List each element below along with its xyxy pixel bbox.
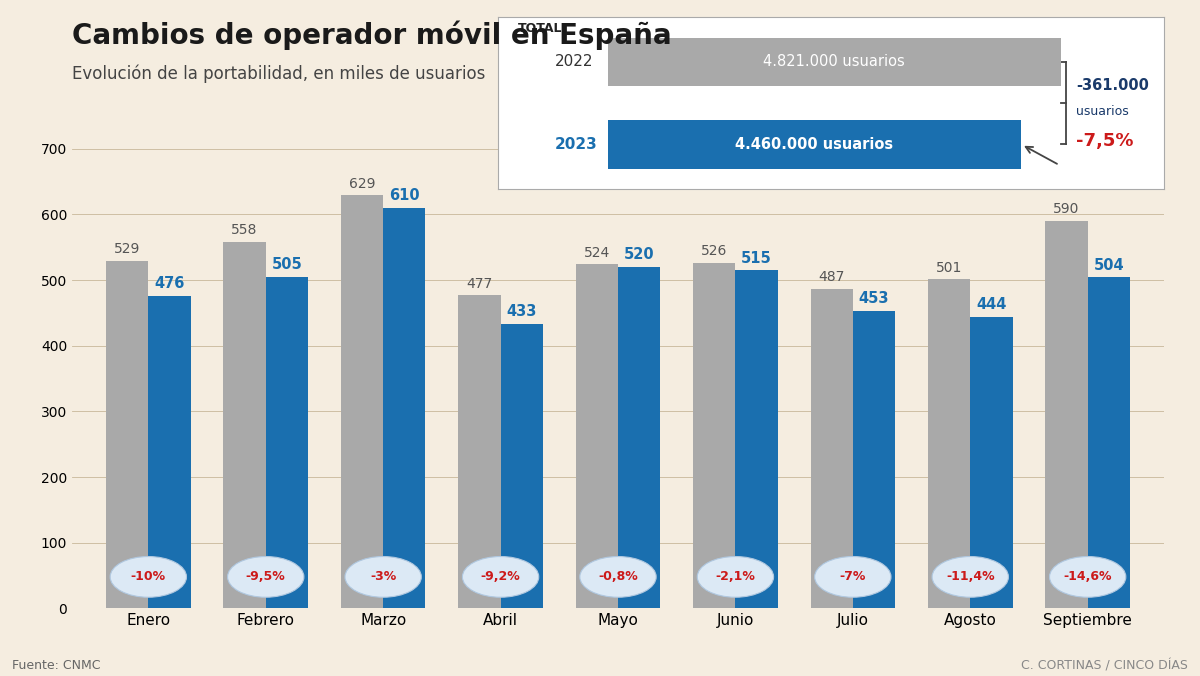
Text: -3%: -3%	[370, 571, 396, 583]
FancyBboxPatch shape	[608, 120, 1021, 168]
Bar	[1087, 277, 1130, 608]
Text: Cambios de operador móvil en España: Cambios de operador móvil en España	[72, 20, 672, 50]
Ellipse shape	[110, 556, 186, 597]
Text: -361.000: -361.000	[1076, 78, 1148, 93]
Text: 453: 453	[859, 291, 889, 306]
Text: -9,5%: -9,5%	[246, 571, 286, 583]
Bar	[928, 279, 971, 608]
Text: 2022: 2022	[554, 54, 593, 69]
Bar	[694, 263, 736, 608]
Text: 433: 433	[506, 304, 536, 320]
Bar	[106, 261, 149, 608]
Bar	[576, 264, 618, 608]
Ellipse shape	[346, 556, 421, 597]
Bar	[500, 324, 542, 608]
Ellipse shape	[228, 556, 304, 597]
Bar	[223, 242, 265, 608]
Text: -7%: -7%	[840, 571, 866, 583]
Text: 515: 515	[742, 251, 772, 266]
Text: 4.821.000 usuarios: 4.821.000 usuarios	[763, 54, 905, 69]
Ellipse shape	[697, 556, 774, 597]
Bar	[1045, 221, 1087, 608]
Text: 629: 629	[349, 176, 376, 191]
Text: 610: 610	[389, 188, 420, 203]
Text: 4.460.000 usuarios: 4.460.000 usuarios	[736, 137, 894, 152]
Bar	[971, 317, 1013, 608]
Bar	[341, 195, 383, 608]
Text: -7,5%: -7,5%	[1076, 132, 1134, 150]
Text: 529: 529	[114, 243, 140, 256]
Text: 526: 526	[701, 245, 727, 258]
Text: -2,1%: -2,1%	[715, 571, 755, 583]
Ellipse shape	[462, 556, 539, 597]
Bar	[458, 295, 500, 608]
Text: -0,8%: -0,8%	[598, 571, 638, 583]
Ellipse shape	[932, 556, 1008, 597]
Text: -14,6%: -14,6%	[1063, 571, 1112, 583]
Text: -11,4%: -11,4%	[946, 571, 995, 583]
Text: -10%: -10%	[131, 571, 166, 583]
Bar	[383, 208, 426, 608]
Bar	[618, 267, 660, 608]
Text: usuarios: usuarios	[1076, 105, 1129, 118]
Ellipse shape	[1050, 556, 1126, 597]
Ellipse shape	[815, 556, 890, 597]
Text: 590: 590	[1054, 202, 1080, 216]
Bar	[265, 276, 308, 608]
Bar	[853, 311, 895, 608]
Ellipse shape	[580, 556, 656, 597]
Text: TOTAL: TOTAL	[518, 22, 563, 35]
Text: -9,2%: -9,2%	[481, 571, 521, 583]
Bar	[810, 289, 853, 608]
Bar	[149, 296, 191, 608]
Text: Evolución de la portabilidad, en miles de usuarios: Evolución de la portabilidad, en miles d…	[72, 64, 485, 82]
Text: Fuente: CNMC: Fuente: CNMC	[12, 659, 101, 672]
Text: 558: 558	[232, 223, 258, 237]
Text: 505: 505	[271, 257, 302, 272]
Text: 2023: 2023	[554, 137, 598, 152]
Text: 520: 520	[624, 247, 654, 262]
Text: 477: 477	[467, 276, 492, 291]
Text: 504: 504	[1093, 258, 1124, 273]
Text: 444: 444	[977, 297, 1007, 312]
Bar	[736, 270, 778, 608]
Text: 476: 476	[155, 276, 185, 291]
Text: C. CORTINAS / CINCO DÍAS: C. CORTINAS / CINCO DÍAS	[1021, 659, 1188, 672]
Text: 501: 501	[936, 261, 962, 275]
FancyBboxPatch shape	[608, 38, 1061, 86]
Text: 487: 487	[818, 270, 845, 284]
Text: 524: 524	[583, 245, 610, 260]
